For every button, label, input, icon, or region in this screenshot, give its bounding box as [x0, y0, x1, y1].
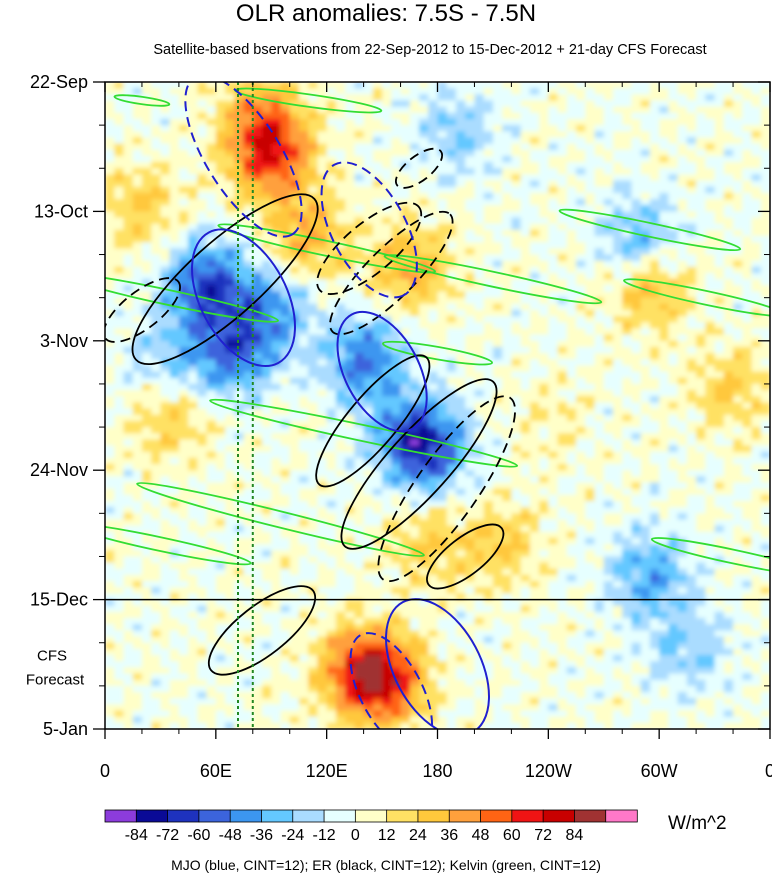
chart-subtitle: Satellite-based bservations from 22-Sep-… — [153, 42, 707, 58]
er-contour — [426, 523, 505, 590]
colorbar-label: -72 — [156, 827, 179, 844]
colorbar-label: 72 — [534, 827, 552, 844]
er-contour — [131, 193, 319, 366]
mjo-contour — [349, 632, 434, 729]
kelvin-contour — [105, 522, 252, 566]
colorbar: -84 -72 -60 -48 -36 -24 -12 0 12 24 36 48 60 72 84 — [104, 809, 638, 844]
colorbar-swatch — [480, 809, 513, 823]
x-tick-label: 120E — [306, 761, 348, 781]
colorbar-swatch — [135, 809, 169, 823]
colorbar-swatch — [386, 809, 419, 823]
kelvin-contour — [558, 208, 742, 252]
kelvin-contour — [382, 340, 493, 366]
colorbar-swatch — [292, 809, 325, 823]
x-tick-label: 180 — [422, 761, 452, 781]
colorbar-label: -48 — [219, 827, 242, 844]
forecast-label: CFS — [37, 647, 67, 664]
colorbar-swatch — [448, 809, 482, 823]
x-tick-label: 60E — [200, 761, 232, 781]
x-tick-label: 60W — [641, 761, 678, 781]
colorbar-label: -60 — [187, 827, 210, 844]
er-contour — [105, 277, 181, 343]
colorbar-swatch — [417, 809, 450, 823]
er-contour — [394, 147, 444, 189]
chart-title: OLR anomalies: 7.5S - 7.5N — [235, 0, 537, 27]
colorbar-label: 60 — [503, 827, 521, 844]
forecast-label: Forecast — [26, 671, 85, 688]
mjo-contour — [191, 228, 296, 368]
x-tick-label: 120W — [525, 761, 572, 781]
colorbar-swatch — [323, 809, 357, 823]
mjo-contour — [320, 161, 418, 299]
colorbar-units: W/m^2 — [668, 813, 727, 834]
kelvin-contour — [383, 254, 603, 305]
kelvin-contour — [217, 223, 436, 274]
colorbar-swatch — [354, 809, 388, 823]
er-contour — [316, 201, 423, 295]
er-contour — [377, 395, 516, 583]
colorbar-swatch — [261, 809, 294, 823]
colorbar-label: 36 — [440, 827, 458, 844]
colorbar-label: 0 — [351, 827, 360, 844]
colorbar-swatch — [511, 809, 544, 823]
colorbar-label: 84 — [566, 827, 584, 844]
heatmap-cells — [105, 82, 770, 729]
olr-anomaly-field — [105, 82, 770, 729]
colorbar-swatch — [542, 809, 576, 823]
mjo-contour — [336, 310, 428, 433]
x-tick-label: 0 — [765, 761, 772, 781]
kelvin-contour — [113, 94, 171, 107]
colorbar-swatch — [605, 809, 638, 823]
colorbar-label: -24 — [281, 827, 304, 844]
kelvin-contour — [650, 537, 770, 576]
y-tick-label: 13-Oct — [34, 201, 88, 221]
colorbar-swatch — [104, 809, 137, 823]
colorbar-label: -84 — [125, 827, 148, 844]
y-tick-label: 22-Sep — [30, 72, 88, 92]
er-contour — [207, 585, 317, 676]
colorbar-swatch — [229, 809, 263, 823]
x-tick-label: 0 — [100, 761, 110, 781]
colorbar-swatch — [574, 809, 607, 823]
kelvin-contour — [209, 398, 519, 468]
er-contour — [329, 210, 454, 336]
colorbar-label: 48 — [472, 827, 490, 844]
colorbar-label: 12 — [378, 827, 396, 844]
mjo-contour — [385, 598, 490, 729]
colorbar-swatch — [167, 809, 200, 823]
kelvin-contour — [623, 278, 770, 318]
y-tick-label: 5-Jan — [43, 719, 88, 739]
er-contour — [340, 378, 498, 550]
y-tick-label: 3-Nov — [40, 331, 88, 351]
mjo-contour — [184, 82, 303, 238]
colorbar-label: 24 — [409, 827, 427, 844]
plot-axes: 0 60E 120E 180 120W 60W 0 22-Sep 13-Oct 3-Nov 24-N… — [26, 72, 772, 781]
y-tick-label: 24-Nov — [30, 460, 88, 480]
kelvin-contour — [105, 272, 279, 323]
kelvin-contour — [136, 482, 425, 557]
wave-contours — [105, 82, 770, 729]
colorbar-label: -36 — [250, 827, 273, 844]
contour-legend-footnote: MJO (blue, CINT=12); ER (black, CINT=12)… — [171, 857, 601, 873]
er-contour — [315, 354, 431, 488]
colorbar-label: -12 — [312, 827, 335, 844]
colorbar-swatch — [198, 809, 231, 823]
y-tick-label: 15-Dec — [30, 590, 88, 610]
